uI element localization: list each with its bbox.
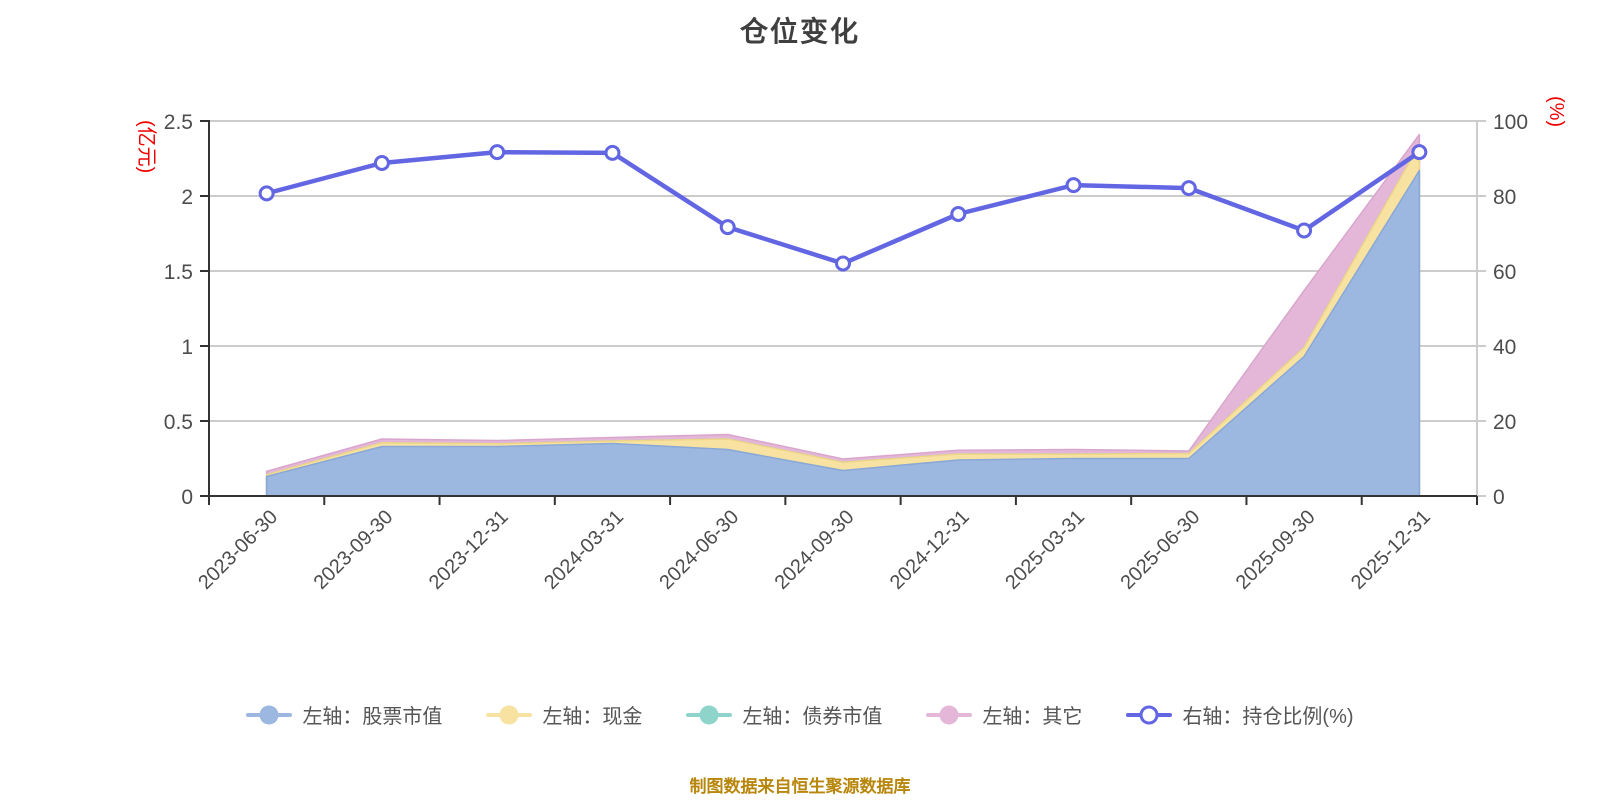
ratio-point[interactable] xyxy=(1296,222,1313,239)
legend-dot-icon xyxy=(259,705,279,724)
legend-item-stock[interactable]: 左轴：股票市值 xyxy=(246,700,442,729)
x-axis-date-label: 2024-12-31 xyxy=(886,506,974,594)
legend-label: 左轴：现金 xyxy=(542,706,643,728)
left-axis-tick-label: 1.5 xyxy=(164,261,193,284)
ratio-point[interactable] xyxy=(258,185,275,202)
left-axis-tick-label: 2.5 xyxy=(164,111,193,134)
ratio-point[interactable] xyxy=(719,219,736,236)
right-axis-tick-label: 0 xyxy=(1493,486,1505,509)
legend-dot-icon xyxy=(1139,705,1159,724)
legend-label: 左轴：债券市值 xyxy=(742,706,883,728)
left-axis-tick-label: 0.5 xyxy=(164,411,193,434)
legend-item-cash[interactable]: 左轴：现金 xyxy=(486,700,642,729)
right-axis-unit-label: (%) xyxy=(1545,96,1567,127)
ratio-point[interactable] xyxy=(835,255,851,272)
legend-marker-icon xyxy=(1126,705,1173,724)
left-axis-tick-label: 2 xyxy=(181,186,193,209)
left-axis-tick-label: 0 xyxy=(181,486,193,509)
x-axis-date-label: 2023-12-31 xyxy=(425,506,513,594)
x-axis-date-label: 2025-03-31 xyxy=(1001,506,1089,594)
ratio-line xyxy=(264,149,1422,266)
x-axis-date-label: 2023-09-30 xyxy=(310,506,398,594)
legend-marker-icon xyxy=(686,705,733,724)
area-stock xyxy=(265,169,1421,497)
legend-label: 右轴：持仓比例(%) xyxy=(1182,706,1354,728)
legend-item-ratio_line[interactable]: 右轴：持仓比例(%) xyxy=(1126,700,1354,729)
right-axis-tick-label: 20 xyxy=(1493,411,1516,434)
right-axis-tick-label: 40 xyxy=(1493,336,1516,359)
ratio-point[interactable] xyxy=(1180,180,1197,197)
legend-label: 左轴：股票市值 xyxy=(302,706,443,728)
x-axis-date-label: 2025-09-30 xyxy=(1232,506,1320,594)
chart-title: 仓位变化 xyxy=(739,16,860,47)
legend-label: 左轴：其它 xyxy=(982,706,1083,728)
legend-dot-icon xyxy=(499,705,519,724)
ratio-point[interactable] xyxy=(489,144,506,161)
x-axis-date-label: 2024-09-30 xyxy=(771,506,859,594)
right-axis-tick-label: 60 xyxy=(1493,261,1516,284)
ratio-point[interactable] xyxy=(604,144,621,161)
x-axis-date-label: 2024-03-31 xyxy=(540,506,628,594)
right-axis-tick-label: 100 xyxy=(1493,111,1528,134)
chart-legend: 左轴：股票市值 左轴：现金 左轴：债券市值 左轴：其它 右轴：持仓比例(%) xyxy=(0,700,1600,729)
x-axis-date-label: 2025-06-30 xyxy=(1116,506,1204,594)
legend-dot-icon xyxy=(699,705,719,724)
x-axis-date-label: 2024-06-30 xyxy=(655,506,743,594)
legend-dot-icon xyxy=(939,705,959,724)
legend-item-other[interactable]: 左轴：其它 xyxy=(926,700,1082,729)
left-axis-tick-label: 1 xyxy=(181,336,193,359)
legend-marker-icon xyxy=(926,705,973,724)
legend-item-bond[interactable]: 左轴：债券市值 xyxy=(686,700,882,729)
legend-marker-icon xyxy=(246,705,293,724)
x-axis-date-label: 2025-12-31 xyxy=(1347,506,1435,594)
right-axis-tick-label: 80 xyxy=(1493,186,1516,209)
legend-marker-icon xyxy=(486,705,533,724)
ratio-point[interactable] xyxy=(1411,144,1428,161)
ratio-point[interactable] xyxy=(1065,177,1082,194)
left-axis-unit-label: (亿元) xyxy=(135,120,158,173)
x-axis-date-label: 2023-06-30 xyxy=(194,506,282,594)
ratio-point[interactable] xyxy=(373,155,390,171)
data-source-note: 制图数据来自恒生聚源数据库 xyxy=(689,777,911,796)
position-change-chart: 0 0.5 1 1.5 2 2.5 0 20 40 60 80 100 2023-06-30 2023-0… xyxy=(135,96,1567,594)
ratio-point[interactable] xyxy=(950,206,967,222)
